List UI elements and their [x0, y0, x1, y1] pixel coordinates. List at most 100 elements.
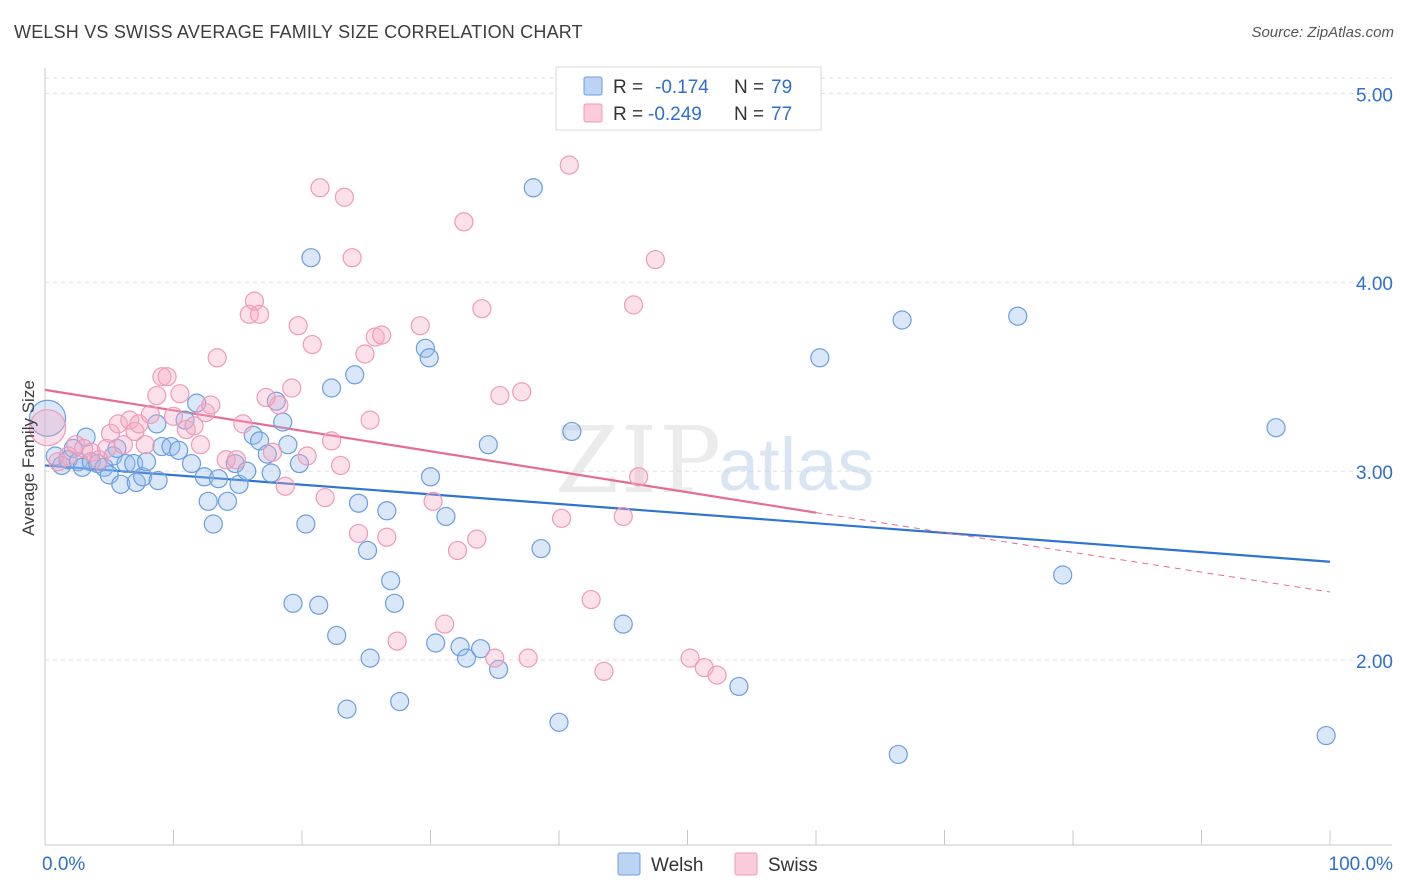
- welsh-point: [148, 470, 168, 491]
- swiss-point: [348, 523, 369, 544]
- welsh-point: [327, 625, 347, 646]
- legend-swiss-r-label: R =: [613, 104, 643, 125]
- welsh-point: [436, 506, 456, 527]
- swiss-point: [28, 409, 67, 447]
- x-tick-labels: 0.0% 100.0%: [42, 854, 1393, 875]
- welsh-point: [111, 474, 131, 494]
- stats-legend: R = -0.174 N = 79 R = -0.249 N = 77: [555, 66, 822, 131]
- welsh-point: [348, 493, 369, 513]
- swiss-point: [435, 614, 455, 634]
- y-tick-label: 3.00: [1356, 463, 1393, 484]
- swiss-point: [302, 334, 322, 355]
- welsh-point: [415, 338, 435, 358]
- y-axis-label: Average Family Size: [19, 380, 38, 536]
- y-tick-label: 2.00: [1356, 652, 1393, 673]
- welsh-point: [384, 593, 405, 613]
- welsh-point: [1008, 306, 1028, 326]
- welsh-point: [133, 467, 153, 487]
- swiss-trend-extension: [815, 512, 1331, 593]
- swiss-point: [613, 506, 633, 527]
- swiss-point: [594, 661, 614, 681]
- welsh-point: [217, 491, 238, 511]
- swiss-point: [485, 648, 505, 668]
- welsh-point: [169, 440, 189, 460]
- welsh-point: [203, 514, 223, 534]
- legend-swiss-r-value: -0.249: [648, 104, 702, 125]
- welsh-point: [390, 691, 410, 712]
- welsh-point: [381, 571, 401, 591]
- welsh-point: [478, 435, 498, 455]
- welsh-point: [296, 514, 316, 534]
- swiss-point: [201, 395, 221, 415]
- swiss-point: [233, 414, 253, 434]
- swiss-point: [216, 450, 236, 470]
- swiss-point: [645, 249, 665, 270]
- swiss-point: [207, 348, 227, 368]
- welsh-point: [321, 378, 342, 398]
- swiss-point: [454, 212, 474, 232]
- welsh-point: [181, 453, 202, 474]
- welsh-point: [613, 614, 633, 634]
- welsh-point: [198, 491, 218, 511]
- swiss-point: [170, 384, 190, 404]
- chart-title: WELSH VS SWISS AVERAGE FAMILY SIZE CORRE…: [14, 22, 583, 42]
- swiss-point: [113, 435, 133, 455]
- swiss-point: [387, 631, 407, 651]
- swiss-point: [447, 540, 468, 561]
- swiss-point: [512, 382, 532, 402]
- swiss-point: [58, 446, 78, 466]
- swiss-point: [275, 476, 295, 496]
- welsh-point: [420, 467, 441, 487]
- swiss-point: [490, 385, 510, 406]
- swiss-point: [410, 316, 430, 336]
- swiss-point: [288, 316, 308, 336]
- welsh-point: [337, 699, 357, 719]
- welsh-point: [278, 435, 298, 455]
- legend-welsh-n-label: N =: [734, 77, 764, 98]
- welsh-trend-line: [44, 464, 1331, 563]
- swiss-point: [321, 431, 342, 451]
- welsh-point: [116, 453, 136, 474]
- swiss-point: [629, 467, 649, 487]
- axes: [44, 68, 1392, 846]
- swiss-point: [147, 385, 167, 406]
- welsh-point: [450, 637, 470, 657]
- swiss-point: [108, 414, 128, 434]
- swiss-point: [360, 410, 380, 430]
- swiss-point: [518, 648, 538, 668]
- trend-lines: [44, 388, 1331, 593]
- welsh-point: [301, 248, 321, 268]
- welsh-point: [888, 744, 908, 765]
- swiss-point: [377, 527, 397, 547]
- swiss-point: [623, 295, 644, 315]
- series-legend: Welsh Swiss: [617, 852, 818, 876]
- legend-swatch-swiss: [583, 103, 603, 123]
- welsh-point: [531, 538, 551, 559]
- welsh-point: [426, 633, 446, 653]
- swiss-point: [152, 367, 172, 387]
- welsh-point: [76, 427, 96, 447]
- swiss-point: [423, 491, 443, 511]
- watermark-atlas: atlas: [718, 423, 874, 506]
- welsh-point: [1316, 725, 1336, 746]
- swiss-point: [226, 450, 247, 470]
- swiss-point: [282, 378, 302, 398]
- legend-welsh-r-value: -0.174: [655, 77, 709, 98]
- welsh-point: [1266, 418, 1286, 438]
- swiss-point: [184, 416, 204, 436]
- welsh-point: [289, 453, 310, 474]
- welsh-point: [471, 639, 491, 659]
- legend-swatch-welsh: [583, 76, 603, 96]
- welsh-point: [136, 452, 157, 472]
- swiss-point: [310, 178, 330, 198]
- legend-welsh-r-label: R =: [613, 77, 643, 98]
- welsh-point: [523, 178, 543, 198]
- swiss-point: [89, 450, 109, 470]
- welsh-point: [28, 399, 67, 437]
- bottom-legend-swiss: Swiss: [768, 855, 818, 876]
- welsh-point: [273, 412, 293, 432]
- swiss-point: [467, 529, 487, 549]
- welsh-point: [309, 595, 329, 615]
- swiss-point: [559, 155, 579, 175]
